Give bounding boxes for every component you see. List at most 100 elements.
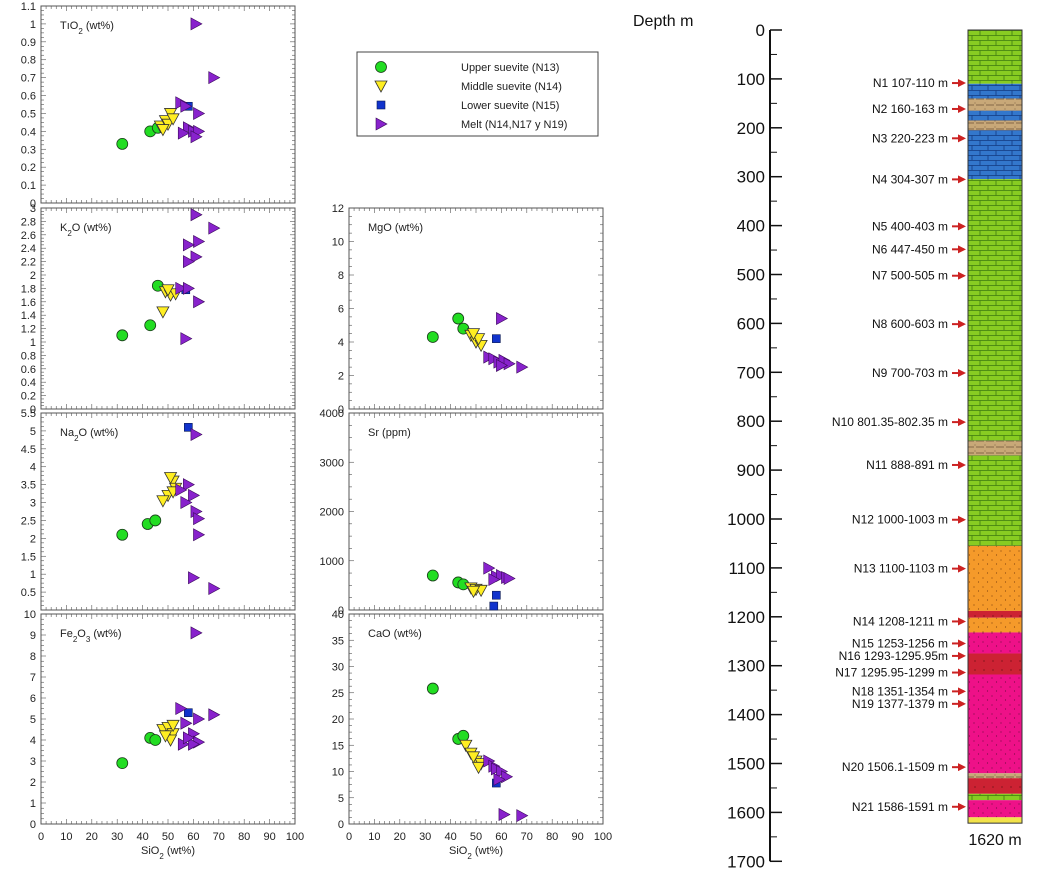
y-tick-label: 5	[30, 714, 36, 726]
data-point-middle	[166, 719, 180, 733]
data-point-middle	[156, 495, 170, 508]
panel-frame	[40, 613, 296, 825]
y-tick-label: 1.5	[21, 551, 36, 563]
legend-label-lower: Lower suevite (N15)	[461, 100, 559, 112]
panel-title: K2O (wt%)	[60, 222, 112, 238]
y-tick-label: 0.6	[21, 364, 36, 376]
x-tick-label: 90	[263, 831, 275, 843]
y-tick-label: 3	[30, 203, 36, 215]
panel-k2o: 00.2 0.40.6 0.811.2 1.41.6 1.822.2 2.42.6 2.83…	[21, 203, 296, 416]
legend-label-upper: Upper suevite (N13)	[461, 62, 559, 74]
data-point-middle	[156, 124, 170, 137]
y-tick-label: 5	[338, 793, 344, 805]
y-tick-label: 1	[30, 569, 36, 581]
data-point-lower	[492, 590, 501, 600]
sample-label: N14 1208-1211 m	[853, 614, 948, 628]
y-tick-label: 4	[338, 337, 344, 349]
x-tick-label: 0	[346, 831, 352, 843]
y-tick-label: 1.8	[21, 283, 36, 295]
y-tick-label: 2.2	[21, 257, 36, 269]
depth-tick-label: 1100	[728, 559, 765, 578]
sample-label: N20 1506.1-1509 m	[842, 760, 948, 774]
y-tick-label: 2	[30, 533, 36, 545]
data-point-upper	[457, 729, 470, 742]
data-point-middle	[161, 284, 175, 297]
sample-label: N13 1100-1103 m	[854, 562, 948, 576]
depth-tick-label: 700	[737, 363, 765, 382]
legend-label-middle: Middle suevite (N14)	[461, 81, 562, 93]
legend-label-melt: Melt (N14,N17 y N19)	[461, 119, 567, 131]
data-point-upper	[149, 514, 162, 527]
data-point-melt	[496, 358, 509, 372]
data-point-melt	[175, 483, 188, 497]
y-tick-label: 1000	[320, 556, 344, 568]
data-point-melt	[516, 809, 529, 823]
y-tick-label: 4	[30, 462, 36, 474]
data-point-middle	[166, 113, 180, 126]
y-tick-label: 0.9	[21, 37, 36, 49]
y-tick-label: 9	[30, 630, 36, 642]
y-tick-label: 0.2	[21, 162, 36, 174]
sample-label: N6 447-450 m	[872, 242, 948, 256]
x-tick-label: 50	[162, 831, 174, 843]
y-tick-label: 0	[30, 198, 36, 210]
lithology-unit-red_band	[968, 610, 1022, 618]
panel-title: Na2O (wt%)	[60, 427, 118, 443]
depth-tick-label: 300	[737, 168, 765, 187]
y-tick-label: 2.4	[21, 243, 36, 255]
y-tick-label: 0.4	[21, 377, 36, 389]
data-point-melt	[208, 221, 221, 235]
lithology-unit-base	[968, 817, 1022, 824]
y-tick-label: 3	[30, 756, 36, 768]
legend: Upper suevite (N13) Middle suevite (N14) L…	[356, 51, 599, 137]
y-tick-label: 4.5	[21, 444, 36, 456]
data-point-upper	[116, 137, 129, 150]
data-point-melt	[175, 701, 188, 716]
data-point-melt	[516, 360, 529, 374]
data-point-lower	[184, 423, 193, 432]
sample-label: N11 888-891 m	[866, 458, 948, 472]
data-point-melt	[183, 255, 195, 269]
y-tick-label: 1	[30, 798, 36, 810]
data-point-middle	[158, 730, 173, 743]
panel-frame	[348, 613, 604, 825]
legend-marker-melt	[375, 117, 388, 131]
data-point-middle	[459, 739, 473, 753]
y-tick-label: 0.1	[21, 180, 36, 192]
panel-tio2: 00.10.20.30.40.50.60.70.80.911.1SiO2 (wt…	[21, 1, 296, 240]
x-tick-label: 70	[213, 831, 225, 843]
x-tick-label: 40	[136, 831, 148, 843]
lithology-unit-limestone	[968, 179, 1022, 441]
data-point-melt	[190, 130, 203, 144]
data-point-upper	[116, 329, 129, 342]
y-tick-label: 1.1	[21, 1, 36, 13]
depth-tick-label: 1400	[727, 706, 765, 725]
data-point-melt	[496, 312, 509, 326]
depth-tick-label: 1500	[727, 755, 765, 774]
y-tick-label: 7	[30, 672, 36, 684]
sample-label: N10 801.35-802.35 m	[832, 415, 948, 429]
y-tick-label: 1	[30, 337, 36, 349]
y-tick-label: 3.5	[21, 480, 36, 492]
data-point-upper	[426, 569, 439, 582]
lithology-unit-marl	[968, 440, 1022, 456]
data-point-melt	[498, 808, 511, 822]
y-tick-label: 1	[30, 19, 36, 31]
panel-frame	[348, 207, 604, 410]
y-tick-label: 10	[24, 609, 36, 621]
sample-label: N7 500-505 m	[872, 269, 948, 283]
y-tick-label: 1.2	[21, 324, 36, 336]
panel-title: Fe2O3 (wt%)	[60, 628, 121, 644]
y-tick-label: 0	[338, 819, 344, 831]
sample-label: N15 1253-1256 m	[852, 636, 948, 650]
data-point-melt	[190, 427, 203, 441]
x-tick-label: 80	[546, 831, 558, 843]
depth-tick-label: 400	[737, 217, 765, 236]
data-point-upper	[426, 682, 439, 695]
y-tick-label: 2	[338, 371, 344, 383]
data-point-melt	[193, 712, 206, 726]
data-point-middle	[163, 472, 178, 485]
y-tick-label: 5	[30, 426, 36, 438]
panel-title: Sr (ppm)	[368, 427, 411, 439]
data-point-melt	[208, 708, 221, 722]
